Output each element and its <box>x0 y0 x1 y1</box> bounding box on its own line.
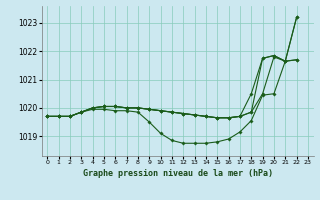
X-axis label: Graphe pression niveau de la mer (hPa): Graphe pression niveau de la mer (hPa) <box>83 169 273 178</box>
